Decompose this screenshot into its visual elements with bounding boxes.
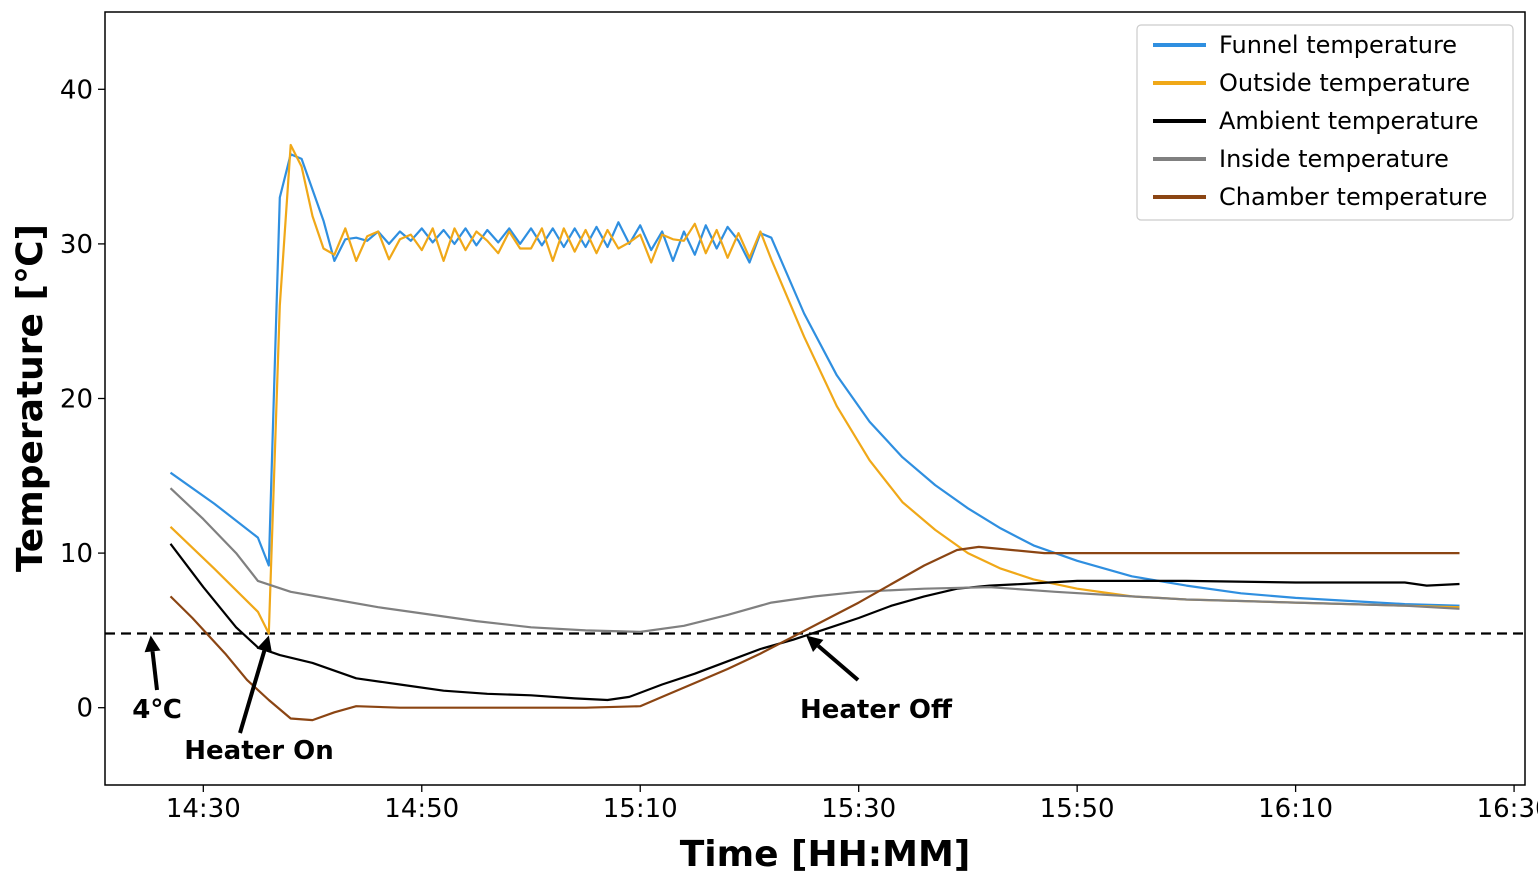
series-line-outside-temperature: [169, 143, 1460, 635]
y-tick-label: 40: [60, 75, 93, 105]
legend-label: Outside temperature: [1219, 69, 1470, 97]
legend-label: Funnel temperature: [1219, 31, 1457, 59]
y-axis-title: Temperature [℃]: [10, 224, 51, 572]
legend: Funnel temperature Outside temperature Amb…: [1136, 24, 1514, 221]
series-line-ambient-temperature: [169, 543, 1460, 702]
annotation-heater-off: Heater Off: [800, 695, 953, 725]
x-tick-label: 15:50: [1040, 794, 1115, 824]
x-axis: 14:30 14:50 15:10 15:30 15:50 16:10 16:30: [166, 785, 1538, 824]
x-tick-label: 15:30: [821, 794, 896, 824]
legend-box: [1136, 24, 1514, 221]
series-line-inside-temperature: [169, 487, 1460, 634]
y-tick-label: 30: [60, 230, 93, 260]
annotation-arrow-head: [144, 635, 161, 653]
series-line-funnel-temperature: [169, 153, 1460, 607]
x-tick-label: 16:10: [1258, 794, 1333, 824]
y-axis: 0 10 20 30 40: [60, 75, 105, 724]
legend-label: Inside temperature: [1219, 145, 1449, 173]
annotation-arrow-shaft: [238, 650, 267, 734]
x-tick-label: 14:30: [166, 794, 241, 824]
y-tick-label: 0: [76, 694, 93, 724]
series-line-chamber-temperature: [169, 545, 1460, 722]
legend-label: Ambient temperature: [1219, 107, 1479, 135]
arrow-4c: [144, 635, 161, 691]
annotation-arrow-head: [806, 635, 824, 652]
y-tick-label: 20: [60, 385, 93, 415]
arrow-heater-on: [238, 635, 272, 734]
annotation-arrow-shaft: [150, 651, 159, 691]
annotation-arrow-head: [256, 635, 272, 654]
x-tick-label: 16:30: [1477, 794, 1538, 824]
x-axis-title: Time [HH:MM]: [680, 834, 971, 875]
annotation-4c: 4℃: [132, 695, 182, 725]
y-tick-label: 10: [60, 539, 93, 569]
annotation-arrow-shaft: [816, 644, 860, 682]
x-tick-label: 15:10: [603, 794, 678, 824]
legend-label: Chamber temperature: [1219, 183, 1487, 211]
series-lines: [169, 143, 1460, 722]
annotation-heater-on: Heater On: [184, 736, 334, 766]
x-tick-label: 14:50: [384, 794, 459, 824]
arrow-heater-off: [806, 635, 860, 682]
